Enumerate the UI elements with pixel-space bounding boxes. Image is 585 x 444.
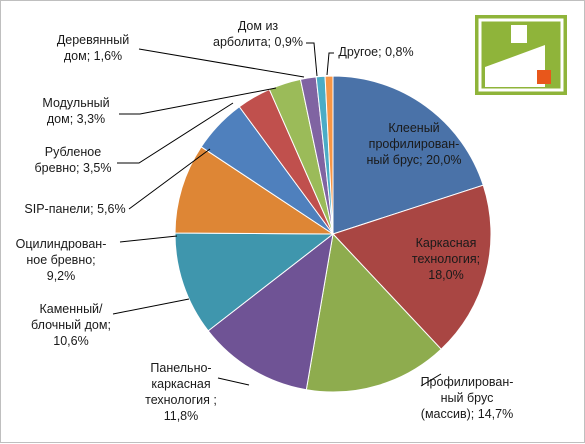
pie-slice-5 xyxy=(174,232,335,332)
slice-label-9: Модульный дом; 3,3% xyxy=(42,96,109,126)
slice-label-5: Каменный/блочный дом; 10,6% xyxy=(31,302,111,348)
leader-line-4 xyxy=(217,377,250,386)
logo-chimney xyxy=(511,25,527,43)
leader-line-5 xyxy=(112,298,190,315)
leader-line-8 xyxy=(117,102,234,164)
slice-label-1: Клееный профилирован-ный брус; 20,0% xyxy=(366,121,461,167)
slice-label-2: Каркасная технология; 18,0% xyxy=(412,236,480,282)
pie-slice-2 xyxy=(332,184,492,350)
leader-line-9 xyxy=(119,87,277,115)
slice-label-10: Деревянный дом; 1,6% xyxy=(57,33,129,63)
leader-line-12 xyxy=(326,52,334,76)
leader-line-3 xyxy=(420,373,442,387)
slice-label-4: Панельно-каркасная технология ; 11,8% xyxy=(145,361,217,423)
pie-slice-3 xyxy=(305,232,442,393)
slice-label-12: Другое; 0,8% xyxy=(338,45,413,59)
slice-label-11: Дом из арболита; 0,9% xyxy=(213,19,303,49)
slice-label-7: SIP-панели; 5,6% xyxy=(24,202,125,216)
leader-line-11 xyxy=(306,42,318,77)
logo-orange-window xyxy=(537,70,551,84)
logo-house-shape xyxy=(485,45,545,87)
leader-line-7 xyxy=(128,148,211,210)
company-logo xyxy=(475,15,567,95)
pie-slice-12 xyxy=(324,75,334,235)
pie-slice-1 xyxy=(332,75,484,235)
pie-slice-4 xyxy=(207,232,334,391)
logo-frame xyxy=(478,18,564,92)
leader-line-10 xyxy=(138,48,305,78)
leader-line-6 xyxy=(119,235,178,243)
slice-label-8: Рубленое бревно; 3,5% xyxy=(35,145,112,175)
slice-label-3: Профилирован-ный брус (массив); 14,7% xyxy=(421,375,514,421)
slice-label-6: Оцилиндрован-ное бревно; 9,2% xyxy=(16,237,107,283)
pie-slice-6 xyxy=(174,146,335,235)
